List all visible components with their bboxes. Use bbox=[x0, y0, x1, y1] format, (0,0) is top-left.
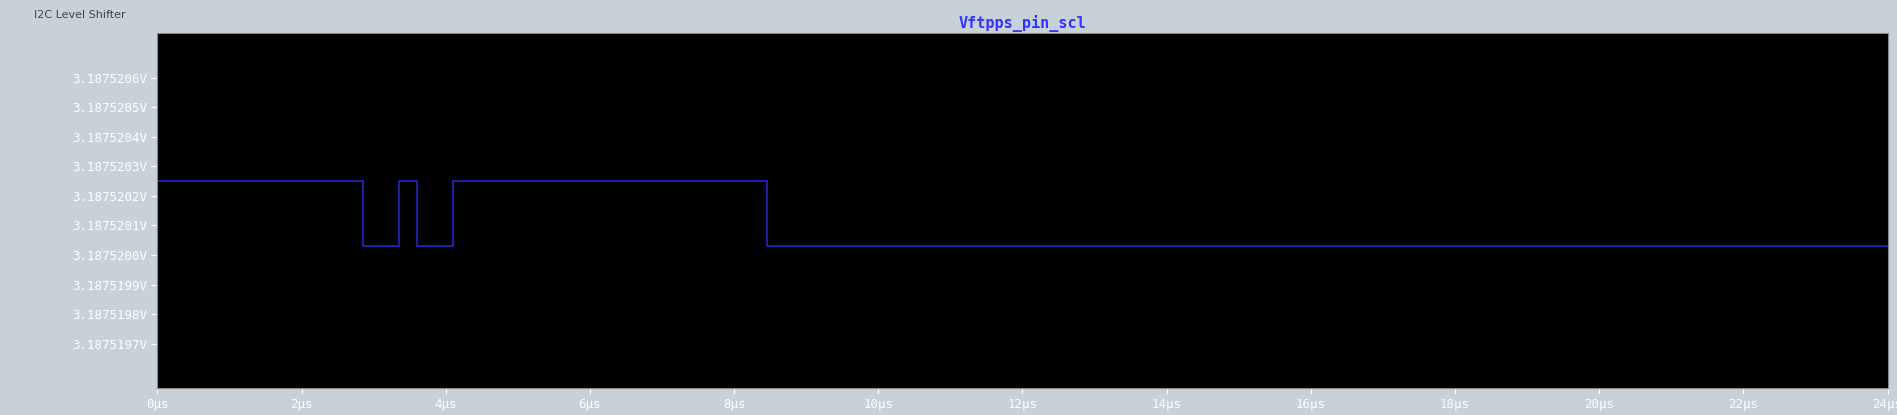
Text: I2C Level Shifter: I2C Level Shifter bbox=[34, 10, 125, 20]
Title: Vftpps_pin_scl: Vftpps_pin_scl bbox=[958, 15, 1087, 32]
